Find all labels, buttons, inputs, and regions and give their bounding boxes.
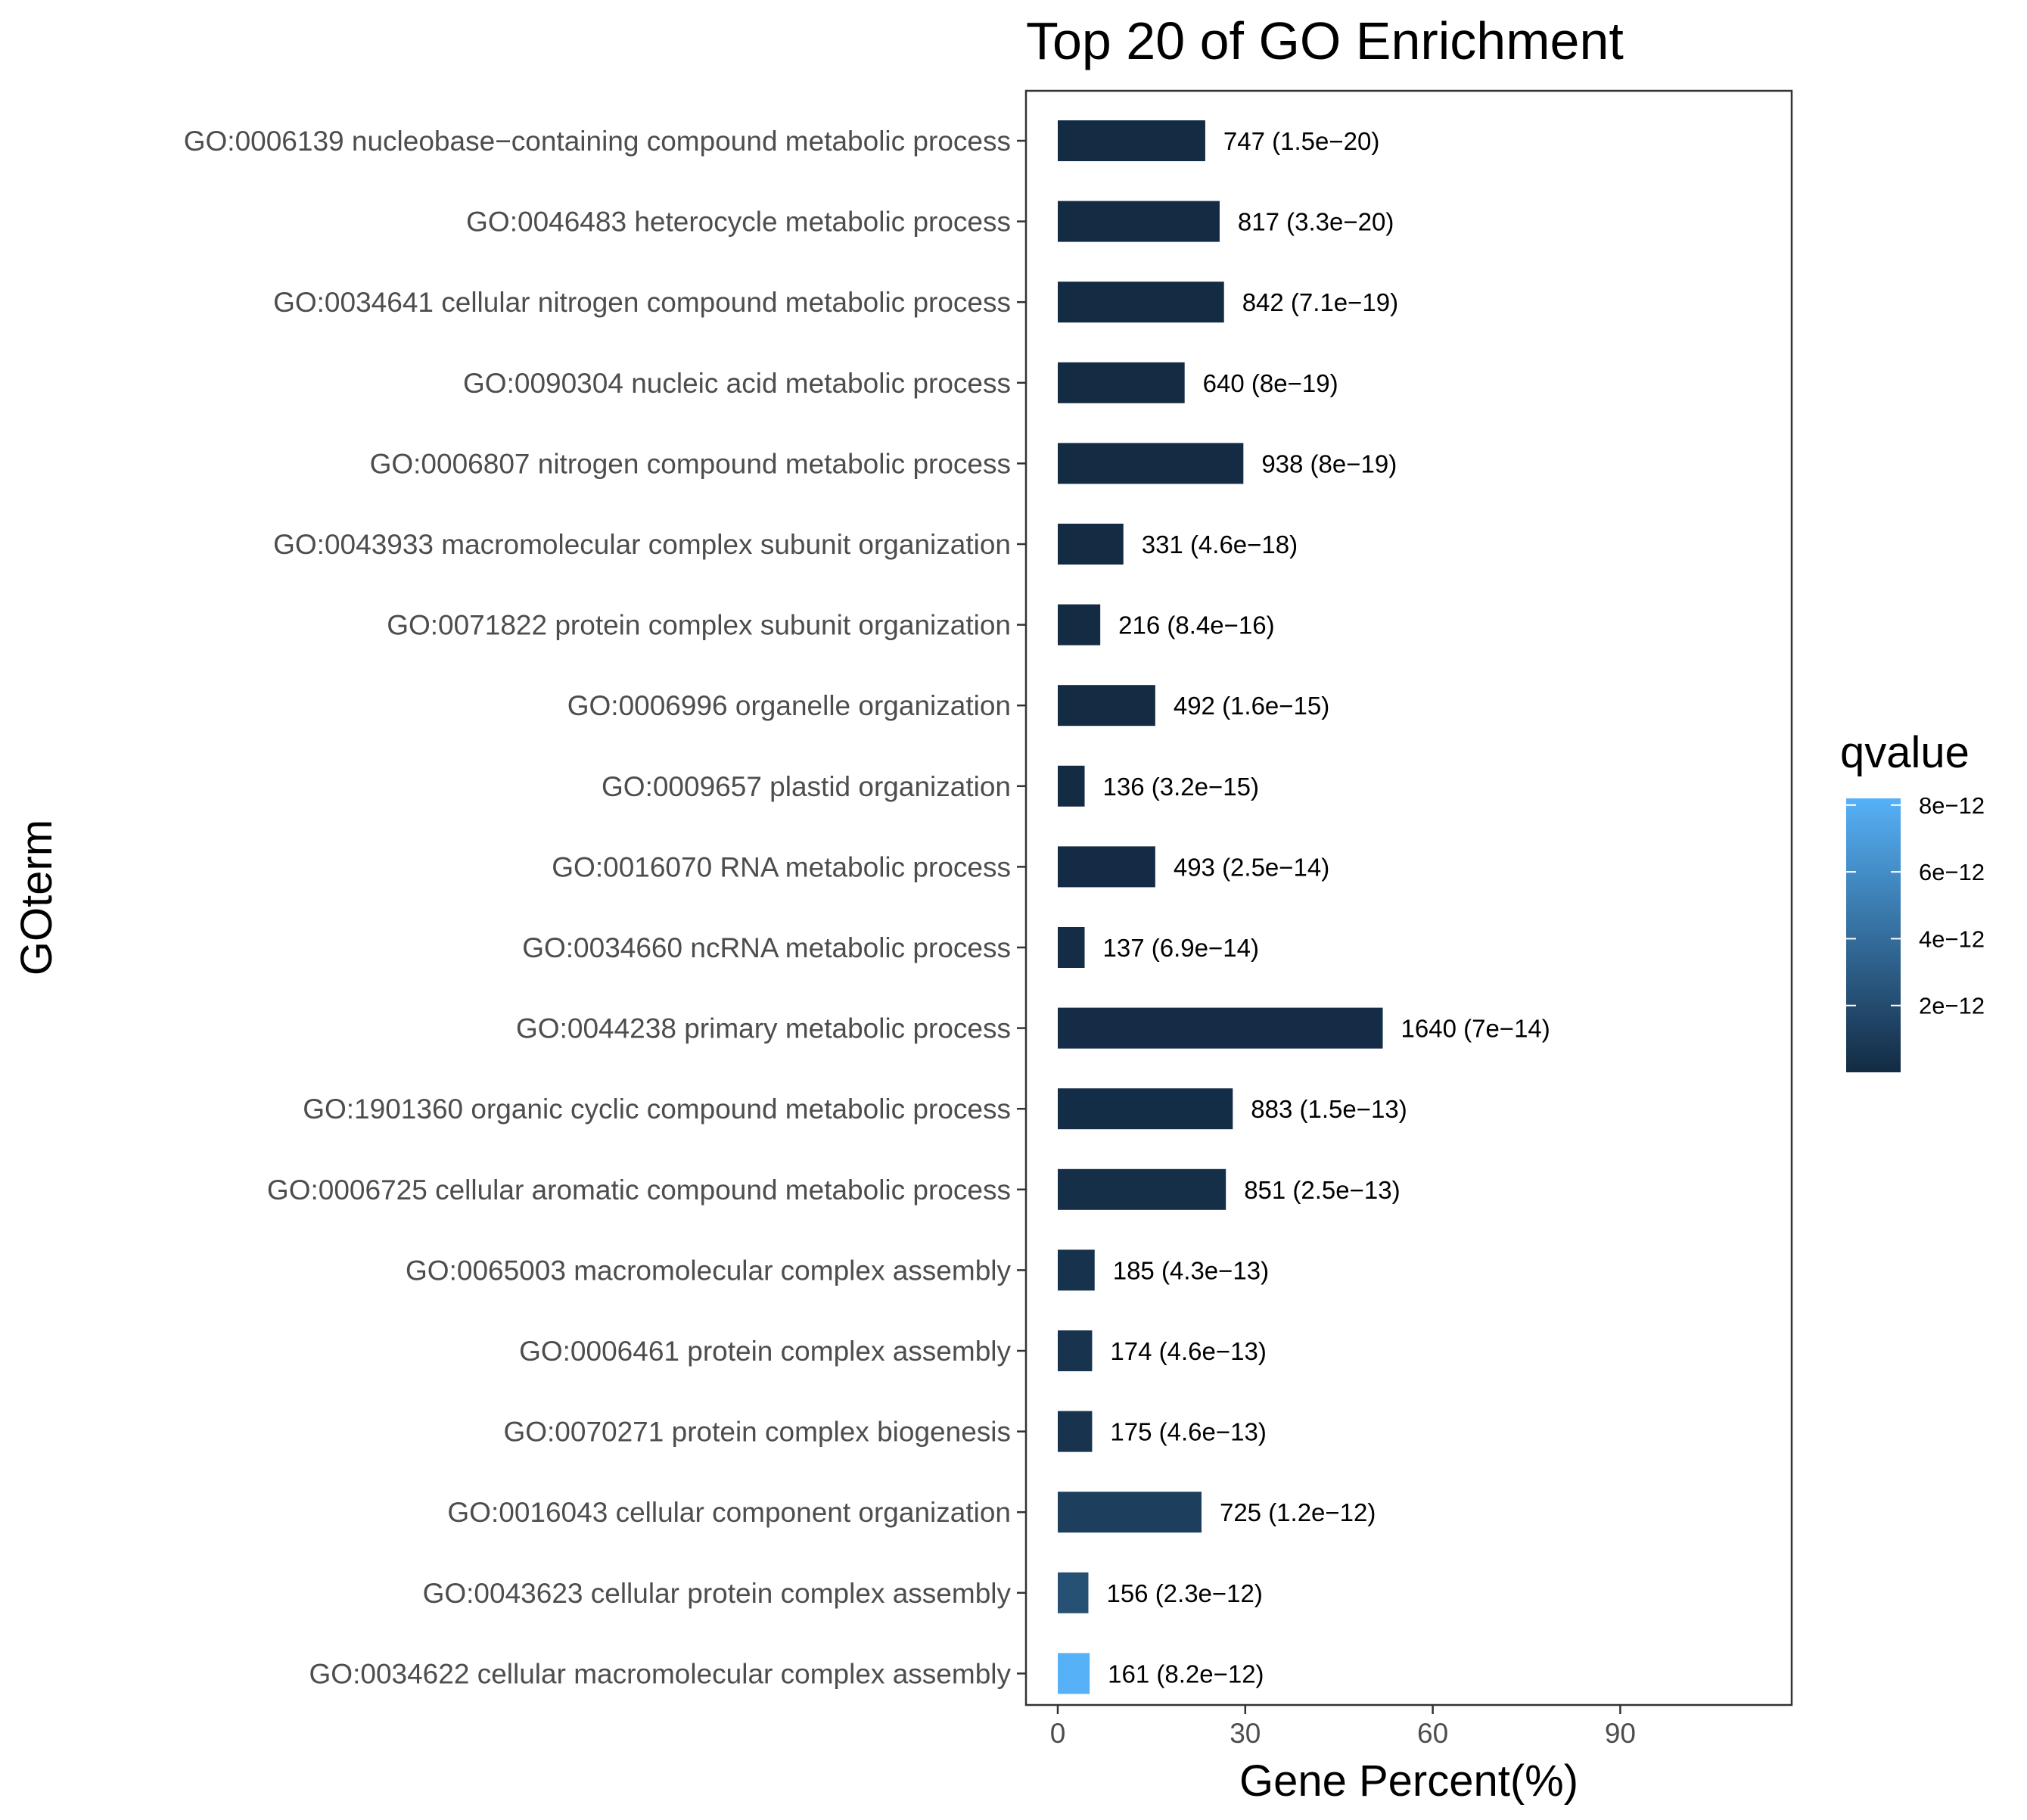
bar-1 bbox=[1058, 120, 1205, 161]
x-tick-label-30: 30 bbox=[1230, 1718, 1261, 1749]
x-axis: 0 30 60 90 bbox=[1050, 1705, 1636, 1749]
x-tick-label-60: 60 bbox=[1417, 1718, 1448, 1749]
data-label-6: 331 (4.6e−18) bbox=[1142, 530, 1298, 558]
category-label-18: GO:0016043 cellular component organizati… bbox=[447, 1497, 1011, 1528]
bar-12 bbox=[1058, 1007, 1383, 1049]
data-label-2: 817 (3.3e−20) bbox=[1238, 208, 1394, 236]
data-label-14: 851 (2.5e−13) bbox=[1244, 1176, 1400, 1204]
bar-11 bbox=[1058, 927, 1085, 968]
bar-17 bbox=[1058, 1411, 1093, 1452]
bar-10 bbox=[1058, 846, 1155, 888]
data-label-8: 492 (1.6e−15) bbox=[1174, 692, 1329, 720]
category-label-15: GO:0065003 macromolecular complex assemb… bbox=[406, 1255, 1011, 1286]
category-label-9: GO:0009657 plastid organization bbox=[602, 771, 1011, 802]
data-label-10: 493 (2.5e−14) bbox=[1174, 853, 1329, 881]
bar-6 bbox=[1058, 524, 1124, 565]
data-label-3: 842 (7.1e−19) bbox=[1242, 288, 1398, 316]
data-label-12: 1640 (7e−14) bbox=[1401, 1015, 1550, 1043]
bar-8 bbox=[1058, 685, 1155, 726]
legend-colorbar bbox=[1846, 798, 1901, 1072]
bar-15 bbox=[1058, 1249, 1095, 1291]
legend-label-4: 2e−12 bbox=[1919, 993, 1985, 1019]
bar-16 bbox=[1058, 1330, 1093, 1371]
bar-2 bbox=[1058, 201, 1220, 242]
bar-20 bbox=[1058, 1653, 1090, 1694]
x-tick-label-90: 90 bbox=[1605, 1718, 1636, 1749]
category-label-2: GO:0046483 heterocycle metabolic process bbox=[466, 207, 1011, 238]
legend-label-2: 6e−12 bbox=[1919, 859, 1985, 885]
legend-title: qvalue bbox=[1840, 728, 1969, 777]
data-label-13: 883 (1.5e−13) bbox=[1251, 1095, 1407, 1123]
bars-layer bbox=[1058, 120, 1383, 1694]
bar-7 bbox=[1058, 604, 1101, 646]
category-label-12: GO:0044238 primary metabolic process bbox=[516, 1013, 1011, 1044]
category-label-17: GO:0070271 protein complex biogenesis bbox=[503, 1417, 1011, 1448]
category-label-3: GO:0034641 cellular nitrogen compound me… bbox=[273, 287, 1011, 318]
category-label-7: GO:0071822 protein complex subunit organ… bbox=[387, 610, 1011, 641]
category-label-8: GO:0006996 organelle organization bbox=[567, 690, 1011, 721]
qvalue-legend: qvalue 8e−12 6e−12 4e−12 2e−12 bbox=[1840, 728, 1985, 1072]
data-label-20: 161 (8.2e−12) bbox=[1108, 1660, 1264, 1688]
data-label-1: 747 (1.5e−20) bbox=[1223, 127, 1379, 155]
category-label-10: GO:0016070 RNA metabolic process bbox=[552, 851, 1011, 882]
data-label-17: 175 (4.6e−13) bbox=[1110, 1418, 1266, 1446]
data-label-18: 725 (1.2e−12) bbox=[1220, 1498, 1376, 1526]
plot-panel-border bbox=[1024, 89, 1793, 1706]
data-label-5: 938 (8e−19) bbox=[1261, 450, 1397, 478]
bar-18 bbox=[1058, 1492, 1202, 1533]
chart-title: Top 20 of GO Enrichment bbox=[1026, 11, 1624, 70]
category-label-1: GO:0006139 nucleobase−containing compoun… bbox=[184, 126, 1011, 157]
data-label-16: 174 (4.6e−13) bbox=[1110, 1337, 1266, 1365]
category-label-13: GO:1901360 organic cyclic compound metab… bbox=[303, 1094, 1011, 1125]
y-axis-title: GOterm bbox=[12, 820, 61, 975]
category-label-6: GO:0043933 macromolecular complex subuni… bbox=[273, 529, 1011, 560]
data-label-19: 156 (2.3e−12) bbox=[1106, 1579, 1262, 1607]
bar-9 bbox=[1058, 765, 1085, 807]
bar-3 bbox=[1058, 282, 1224, 323]
data-label-15: 185 (4.3e−13) bbox=[1113, 1256, 1269, 1284]
category-label-19: GO:0043623 cellular protein complex asse… bbox=[423, 1578, 1012, 1609]
legend-label-3: 4e−12 bbox=[1919, 926, 1985, 952]
bar-13 bbox=[1058, 1088, 1233, 1130]
data-label-4: 640 (8e−19) bbox=[1203, 369, 1338, 397]
data-label-7: 216 (8.4e−16) bbox=[1118, 611, 1274, 639]
bar-14 bbox=[1058, 1168, 1226, 1210]
category-label-16: GO:0006461 protein complex assembly bbox=[519, 1336, 1011, 1367]
legend-label-1: 8e−12 bbox=[1919, 792, 1985, 819]
category-label-11: GO:0034660 ncRNA metabolic process bbox=[522, 932, 1011, 963]
category-label-4: GO:0090304 nucleic acid metabolic proces… bbox=[463, 368, 1011, 399]
x-axis-title: Gene Percent(%) bbox=[1239, 1756, 1578, 1806]
bar-4 bbox=[1058, 362, 1185, 403]
bar-19 bbox=[1058, 1572, 1089, 1613]
category-labels: GO:0006139 nucleobase−containing compoun… bbox=[184, 126, 1026, 1689]
category-label-14: GO:0006725 cellular aromatic compound me… bbox=[267, 1174, 1011, 1206]
data-label-11: 137 (6.9e−14) bbox=[1103, 934, 1259, 962]
data-label-9: 136 (3.2e−15) bbox=[1103, 773, 1259, 801]
bar-5 bbox=[1058, 443, 1244, 484]
category-label-5: GO:0006807 nitrogen compound metabolic p… bbox=[370, 448, 1011, 479]
category-label-20: GO:0034622 cellular macromolecular compl… bbox=[309, 1658, 1012, 1689]
bar-data-labels: 747 (1.5e−20) 817 (3.3e−20) 842 (7.1e−19) 6… bbox=[1103, 127, 1550, 1688]
x-tick-label-0: 0 bbox=[1050, 1718, 1066, 1749]
